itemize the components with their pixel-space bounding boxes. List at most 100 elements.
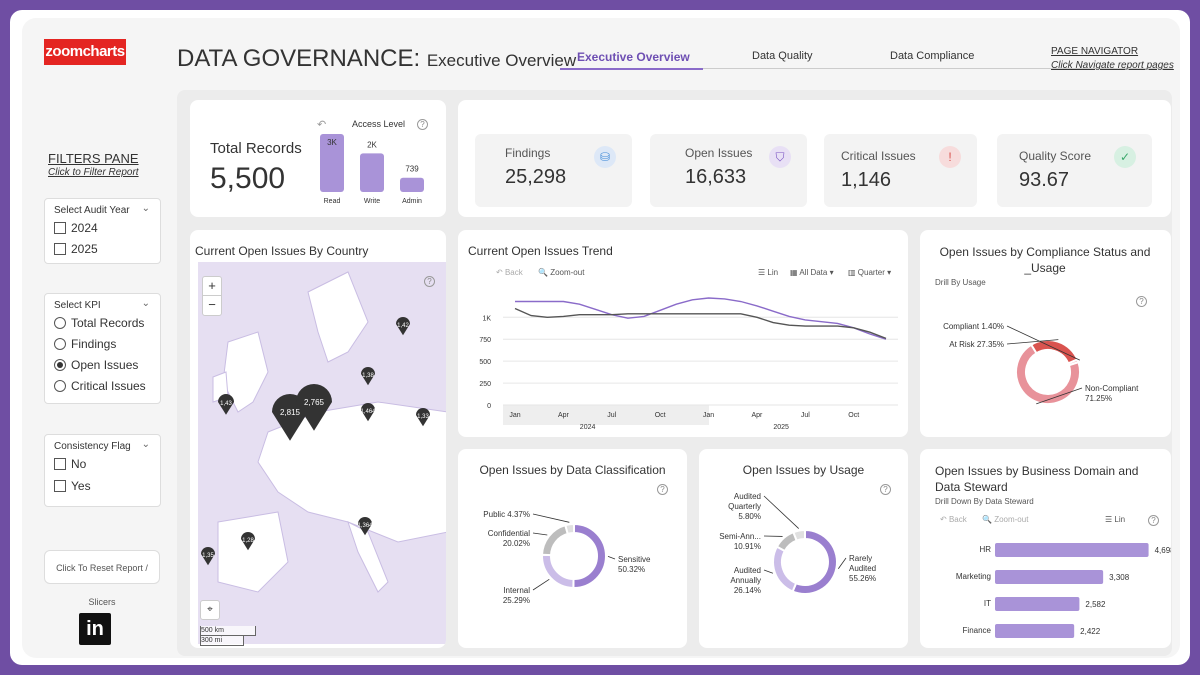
donut-slice[interactable] bbox=[772, 545, 798, 593]
donut-slice[interactable] bbox=[1015, 343, 1081, 405]
help-icon[interactable]: ? bbox=[1148, 515, 1159, 526]
chevron-down-icon[interactable]: ⌄ bbox=[141, 203, 150, 214]
tab-data-compliance[interactable]: Data Compliance bbox=[890, 50, 975, 62]
back-arrow-icon[interactable]: ↶ bbox=[317, 119, 327, 131]
domain-scale-button[interactable]: ☰ Lin bbox=[1105, 515, 1126, 524]
page-navigator-label[interactable]: PAGE NAVIGATOR bbox=[1051, 46, 1139, 57]
trend-back-button[interactable]: ↶ Back bbox=[496, 268, 523, 277]
help-icon[interactable]: ? bbox=[657, 484, 668, 495]
kpi-open-issues-value: 16,633 bbox=[685, 166, 747, 188]
trend-ytick: 1K bbox=[482, 315, 491, 322]
donut-slice[interactable] bbox=[564, 522, 575, 536]
dashboard-frame: zoomcharts DATA GOVERNANCE: Executive Ov… bbox=[10, 10, 1190, 665]
tab-executive-overview[interactable]: Executive Overview bbox=[577, 50, 690, 64]
iberia-land bbox=[217, 511, 289, 593]
domain-bar[interactable] bbox=[995, 597, 1080, 611]
donut-label: Quarterly bbox=[728, 502, 761, 511]
domain-bar-value: 2,582 bbox=[1085, 600, 1106, 609]
domain-bar[interactable] bbox=[995, 624, 1075, 638]
donut-label: Internal bbox=[503, 586, 530, 595]
page-title: DATA GOVERNANCE: Executive Overview bbox=[177, 45, 576, 73]
checkbox-icon[interactable] bbox=[54, 480, 66, 492]
audit-year-option-2025[interactable]: 2025 bbox=[54, 242, 98, 256]
domain-bar[interactable] bbox=[995, 543, 1149, 557]
donut-label: 71.25% bbox=[1085, 394, 1112, 403]
trend-zoom-out-button[interactable]: 🔍 Zoom-out bbox=[538, 268, 585, 277]
checkbox-icon[interactable] bbox=[54, 243, 66, 255]
tab-data-quality[interactable]: Data Quality bbox=[752, 50, 813, 62]
map-marker-label: 1,42 bbox=[397, 323, 409, 329]
access-bar-read[interactable] bbox=[320, 134, 344, 192]
audit-year-option-2024[interactable]: 2024 bbox=[54, 221, 98, 235]
access-bar-write[interactable] bbox=[360, 153, 384, 192]
map-marker[interactable] bbox=[296, 384, 332, 431]
help-icon[interactable]: ? bbox=[880, 484, 891, 495]
kpi-option-critical-issues[interactable]: Critical Issues bbox=[54, 379, 146, 393]
kpi-option-open-issues[interactable]: Open Issues bbox=[54, 358, 138, 372]
domain-bar[interactable] bbox=[995, 570, 1104, 584]
trend-series-line[interactable] bbox=[514, 307, 887, 340]
map-marker[interactable] bbox=[358, 517, 372, 536]
consistency-option-no[interactable]: No bbox=[54, 457, 86, 471]
location-pin-icon[interactable]: ⌖ bbox=[200, 600, 220, 620]
radio-selected-icon[interactable] bbox=[54, 359, 66, 371]
domain-category-label: Marketing bbox=[956, 572, 991, 581]
kpi-option-total-records[interactable]: Total Records bbox=[54, 316, 144, 330]
trend-title: Current Open Issues Trend bbox=[468, 244, 613, 258]
page-subtitle: Executive Overview bbox=[426, 51, 577, 70]
donut-slice[interactable] bbox=[572, 522, 607, 589]
map-marker[interactable] bbox=[241, 532, 255, 551]
map-marker[interactable] bbox=[361, 367, 375, 386]
donut-label: Compliant 1.40% bbox=[943, 322, 1004, 331]
help-icon[interactable]: ? bbox=[424, 276, 435, 287]
domain-title: Open Issues by Business Domain and Data … bbox=[935, 464, 1139, 494]
donut-slice[interactable] bbox=[540, 523, 569, 557]
chevron-down-icon[interactable]: ⌄ bbox=[141, 298, 150, 309]
donut-leader-line bbox=[763, 495, 799, 529]
map-marker[interactable] bbox=[416, 408, 430, 427]
reset-button[interactable]: Click To Reset Report / Slicers bbox=[44, 550, 160, 607]
zoom-in-button[interactable]: + bbox=[203, 277, 221, 296]
chevron-down-icon[interactable]: ⌄ bbox=[141, 439, 150, 450]
zoom-out-button[interactable]: − bbox=[208, 297, 216, 312]
donut-label: 25.29% bbox=[503, 596, 530, 605]
map-marker[interactable] bbox=[201, 547, 215, 566]
domain-card: Open Issues by Business Domain and Data … bbox=[920, 449, 1171, 648]
trend-xtick: Oct bbox=[848, 412, 859, 419]
checkbox-icon[interactable] bbox=[54, 222, 66, 234]
checkbox-icon[interactable] bbox=[54, 458, 66, 470]
consistency-flag-slicer: Consistency Flag ⌄ No Yes bbox=[44, 434, 161, 507]
donut-label: Audited bbox=[734, 492, 761, 501]
donut-slice[interactable] bbox=[1029, 339, 1079, 365]
domain-category-label: HR bbox=[979, 545, 991, 554]
trend-year-band bbox=[503, 405, 709, 425]
access-bar-admin[interactable] bbox=[400, 177, 424, 192]
map-marker[interactable] bbox=[218, 394, 234, 415]
donut-slice[interactable] bbox=[792, 528, 806, 542]
radio-icon[interactable] bbox=[54, 317, 66, 329]
consistency-option-yes[interactable]: Yes bbox=[54, 479, 91, 493]
trend-range-dropdown[interactable]: ▦ All Data ▾ bbox=[790, 268, 834, 277]
page-navigator-sub[interactable]: Click Navigate report pages bbox=[1051, 60, 1174, 71]
trend-xtick: Apr bbox=[558, 412, 570, 419]
kpi-quality-score-label: Quality Score bbox=[1019, 149, 1092, 163]
radio-icon[interactable] bbox=[54, 338, 66, 350]
trend-series-line[interactable] bbox=[515, 297, 887, 340]
linkedin-icon[interactable]: in bbox=[79, 613, 111, 645]
map-marker[interactable] bbox=[361, 403, 375, 422]
kpi-quality-score: Quality Score 93.67 ✓ bbox=[997, 134, 1152, 207]
domain-back-button[interactable]: ↶ Back bbox=[940, 515, 967, 524]
trend-period-dropdown[interactable]: ▥ Quarter ▾ bbox=[848, 268, 892, 277]
kpi-quality-score-value: 93.67 bbox=[1019, 169, 1070, 191]
trend-scale-button[interactable]: ☰ Lin bbox=[758, 268, 779, 277]
donut-slice[interactable] bbox=[541, 553, 575, 590]
help-icon[interactable]: ? bbox=[417, 119, 428, 130]
donut-slice[interactable] bbox=[1066, 358, 1080, 367]
map-marker[interactable] bbox=[396, 317, 410, 336]
help-icon[interactable]: ? bbox=[1136, 296, 1147, 307]
kpi-option-findings[interactable]: Findings bbox=[54, 337, 116, 351]
radio-icon[interactable] bbox=[54, 380, 66, 392]
donut-leader-line bbox=[532, 532, 548, 536]
domain-zoom-out-button[interactable]: 🔍 Zoom-out bbox=[982, 515, 1029, 524]
